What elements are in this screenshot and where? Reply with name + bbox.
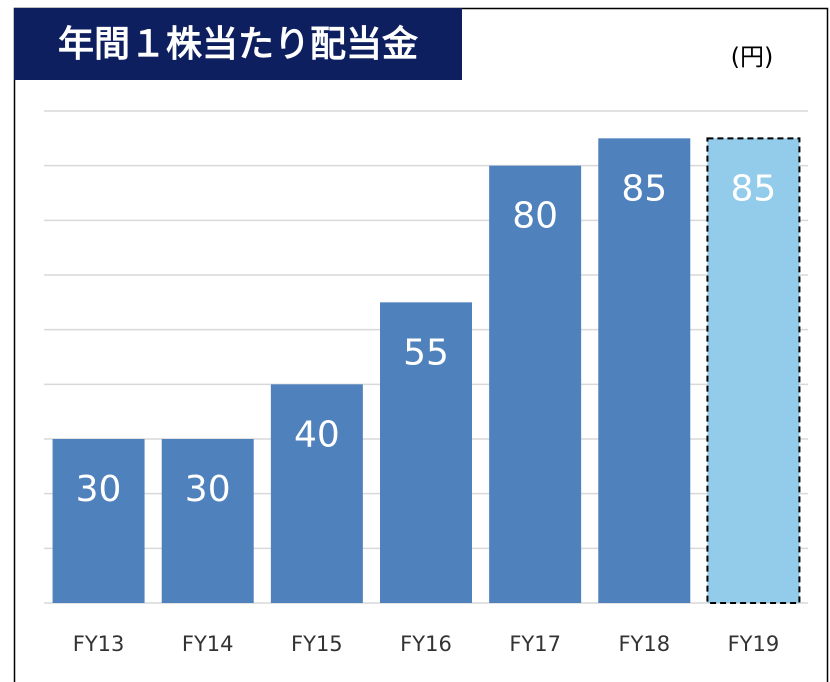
bar bbox=[52, 439, 145, 603]
bar bbox=[489, 165, 582, 603]
value-label: 55 bbox=[403, 332, 449, 373]
x-tick-label: FY15 bbox=[291, 632, 343, 656]
x-tick-label: FY17 bbox=[509, 632, 561, 656]
value-label: 30 bbox=[76, 469, 122, 510]
chart-title: 年間１株当たり配当金 bbox=[58, 23, 419, 65]
value-label: 80 bbox=[512, 196, 558, 237]
bar bbox=[706, 137, 801, 604]
x-tick-label: FY13 bbox=[73, 632, 125, 656]
x-tick-label: FY18 bbox=[618, 632, 670, 656]
value-label: 30 bbox=[185, 469, 231, 510]
bar bbox=[598, 138, 691, 604]
x-tick-label: FY14 bbox=[182, 632, 234, 656]
value-label: 85 bbox=[731, 168, 777, 209]
bar bbox=[270, 384, 363, 603]
value-label: 40 bbox=[294, 414, 340, 455]
title-box bbox=[14, 8, 462, 80]
x-tick-label: FY16 bbox=[400, 632, 452, 656]
bar bbox=[380, 302, 472, 603]
unit-label: (円) bbox=[731, 43, 774, 71]
value-label: 85 bbox=[621, 168, 667, 209]
x-tick-label: FY19 bbox=[728, 632, 780, 656]
bar bbox=[161, 439, 254, 603]
